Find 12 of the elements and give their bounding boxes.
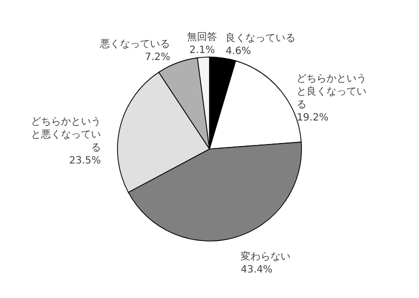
slice-label: 変わらない	[240, 250, 291, 263]
slice-label: 良くなっている	[226, 32, 296, 44]
slice-label: どちらかというと悪くなっている	[30, 116, 101, 154]
data-label: 7.2%	[144, 52, 170, 64]
data-label: 2.1%	[189, 45, 215, 56]
data-label: 23.5%	[69, 155, 101, 166]
slice-label: 悪くなっている	[99, 39, 170, 50]
slice-label: 無回答	[187, 31, 218, 44]
slice-label: どちらかというと良くなっている	[296, 74, 367, 111]
data-label: 43.4%	[240, 264, 273, 276]
data-label: 19.2%	[296, 112, 328, 124]
data-label: 4.6%	[226, 46, 252, 58]
